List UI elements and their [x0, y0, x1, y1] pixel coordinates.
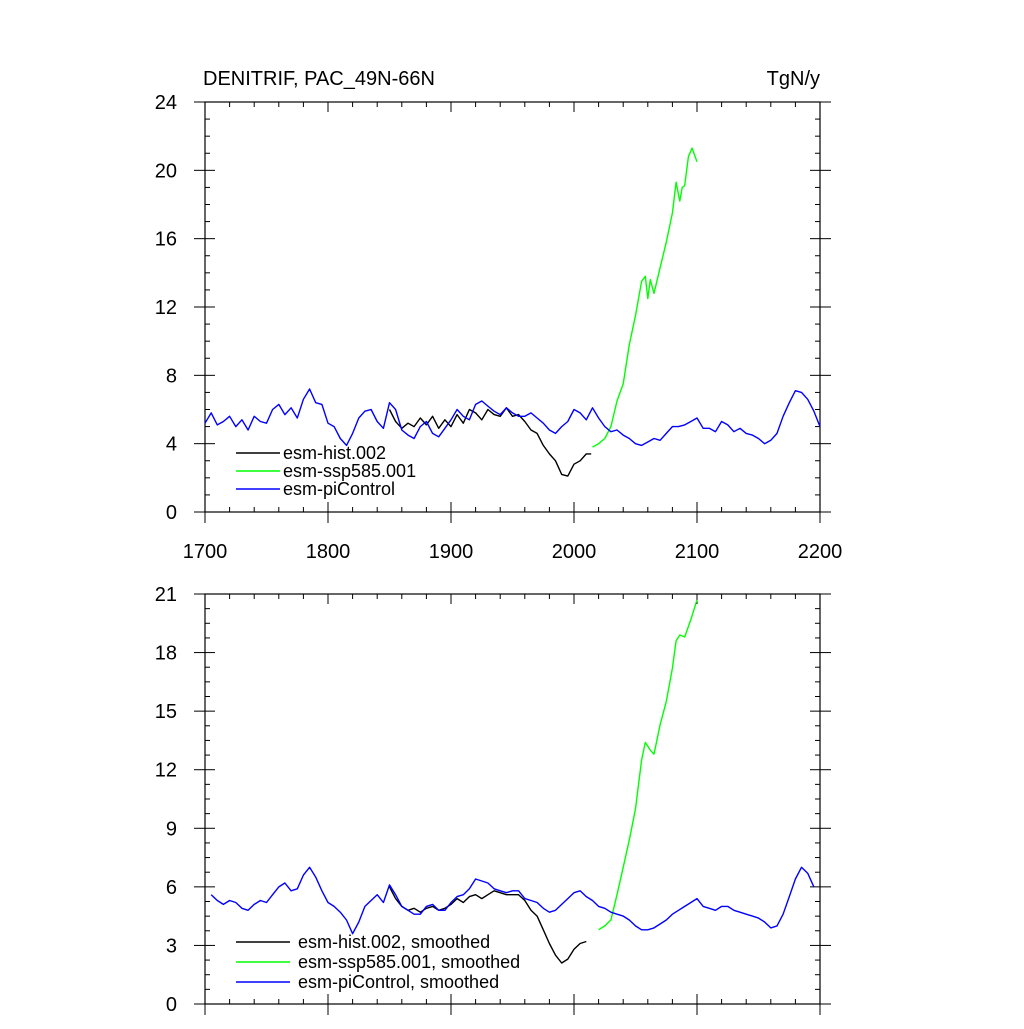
panel1-series-esm-hist-002	[388, 407, 592, 477]
panel2-y-tick-label: 21	[155, 584, 177, 606]
top-panel: 1700 1800 1900 2000 2100 2200 0 4 8 12 16 20 24 esm-h…	[155, 92, 843, 563]
panel2-y-tick-label: 18	[155, 643, 177, 665]
panel1-y-tick-label: 0	[166, 502, 177, 524]
chart-title: DENITRIF, PAC_49N-66N	[203, 68, 435, 90]
panel1-x-tick-label: 1900	[429, 541, 474, 563]
panel1-x-tick-label: 1800	[306, 541, 351, 563]
panel1-y-tick-label: 12	[155, 297, 177, 319]
panel1-series-esm-ssp585-001	[592, 147, 698, 448]
panel2-y-tick-label: 12	[155, 760, 177, 782]
panel2-legend-label-esm-ssp585-001-smoothed: esm-ssp585.001, smoothed	[298, 952, 520, 972]
panel1-y-tick-label: 24	[155, 92, 177, 114]
panel2-y-tick-label: 9	[166, 818, 177, 840]
panel2-y-tick-label: 0	[166, 994, 177, 1016]
panel1-x-tick-label: 1700	[183, 541, 228, 563]
panel1-y-tick-label: 4	[166, 434, 177, 456]
panel1-y-tick-label: 16	[155, 229, 177, 251]
panel1-x-tick-label: 2000	[552, 541, 597, 563]
panel1-legend-label-esm-hist-002: esm-hist.002	[283, 443, 386, 463]
panel2-y-tick-label: 6	[166, 877, 177, 899]
panel1-legend-label-esm-ssp585-001: esm-ssp585.001	[283, 461, 416, 481]
bottom-panel: 0 3 6 9 12 15 18 21 esm-hist.002, smoothedesm-ss…	[155, 584, 831, 1016]
panel2-series-esm-picontrol-smoothed	[210, 866, 815, 935]
panel1-x-tick-label: 2100	[675, 541, 720, 563]
panel1-y-tick-label: 8	[166, 365, 177, 387]
panel2-y-tick-label: 15	[155, 701, 177, 723]
panel1-x-tick-label: 2200	[798, 541, 843, 563]
panel2-y-tick-label: 3	[166, 935, 177, 957]
panel1-legend-label-esm-picontrol: esm-piControl	[283, 479, 395, 499]
chart-units: TgN/y	[767, 68, 820, 90]
panel2-legend-label-esm-picontrol-smoothed: esm-piControl, smoothed	[298, 972, 499, 992]
panel2-series-esm-ssp585-001-smoothed	[598, 599, 698, 931]
panel1-y-tick-label: 20	[155, 160, 177, 182]
panel2-legend-label-esm-hist-002-smoothed: esm-hist.002, smoothed	[298, 932, 490, 952]
panel1-series-esm-picontrol	[204, 388, 821, 447]
